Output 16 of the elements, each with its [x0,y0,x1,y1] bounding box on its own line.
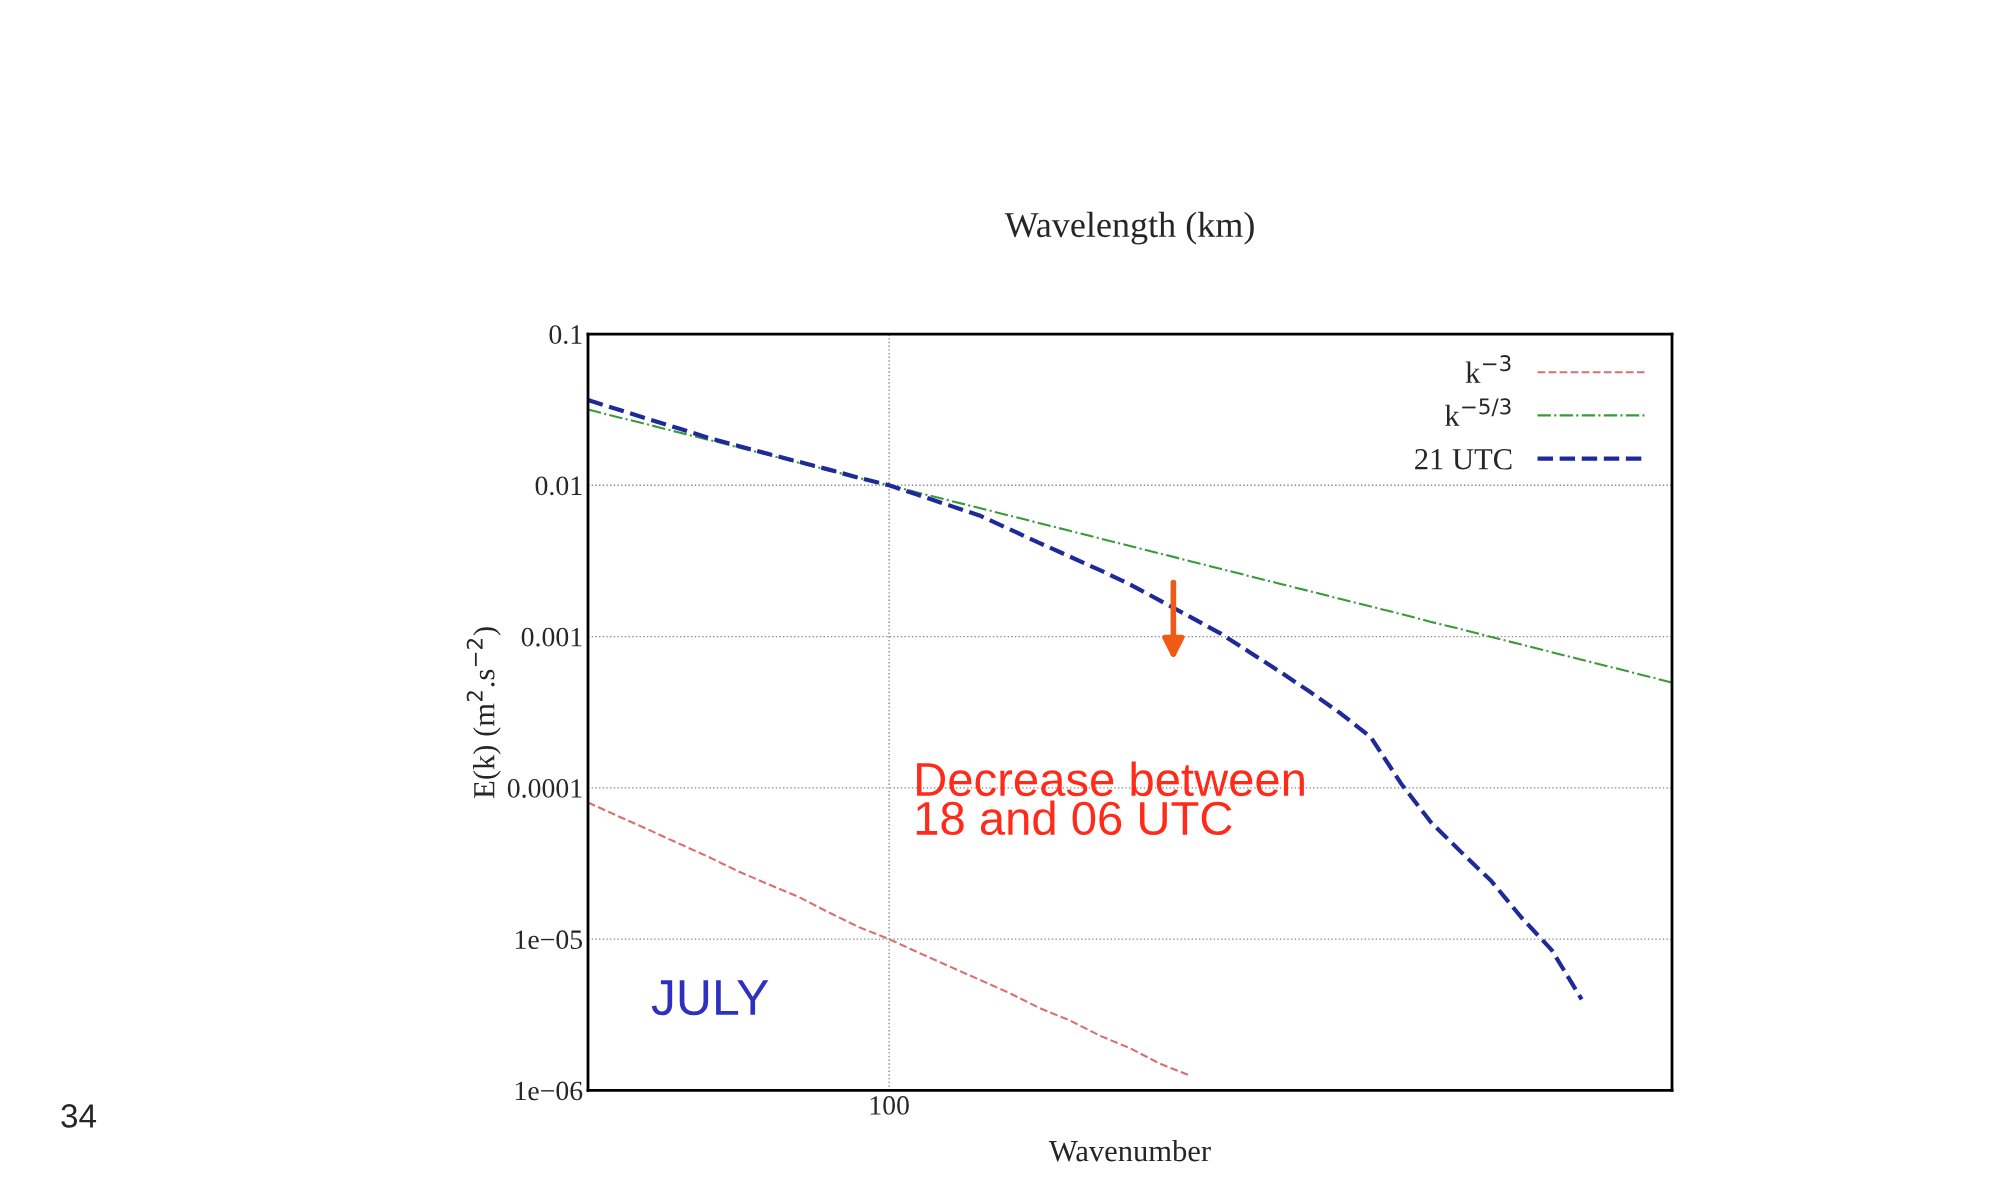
legend-label: k$^{−3}$ [1465,355,1511,383]
y-tick-label: 0.01 [535,476,582,496]
annotation: Decrease between 18 and 06 UTC [916,761,1304,836]
y-tick-label: 0.0001 [507,779,582,798]
legend-label: 21 UTC [1415,449,1512,470]
text: 34 [61,1104,97,1128]
y-axis-title: E(k) (m$^{2}$.s$^{−2}$) [466,627,501,798]
y-tick-label: 0.001 [521,627,582,647]
x-tick-label: 100 [870,1096,909,1115]
x-axis-title: Wavenumber [1048,1139,1211,1162]
y-tick-label: 1e−06 [515,1081,583,1101]
y-tick-label: 1e−05 [515,930,583,950]
chart-title: Wavelength (km) [1004,211,1254,245]
y-tick-label: 0.1 [549,325,582,345]
annotation: JULY [651,980,769,1016]
legend-label: k$^{−5/3}$ [1444,398,1511,426]
